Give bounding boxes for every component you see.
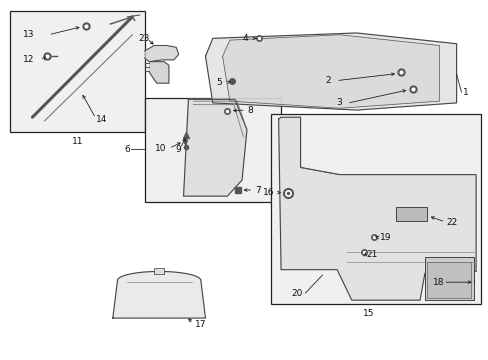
Text: 19: 19 [379, 233, 390, 242]
Bar [271, 114, 480, 304]
Text: 7: 7 [254, 185, 260, 194]
Polygon shape [222, 35, 439, 108]
Polygon shape [113, 271, 205, 318]
Text: 11: 11 [72, 137, 83, 146]
Text: 12: 12 [22, 55, 34, 64]
Text: 6: 6 [124, 145, 130, 154]
Text: 4: 4 [242, 34, 247, 43]
Text: 10: 10 [155, 144, 166, 153]
Polygon shape [183, 99, 246, 196]
Bar [427, 262, 470, 298]
Bar [395, 207, 427, 221]
Bar [144, 98, 281, 202]
Text: 1: 1 [462, 88, 468, 97]
Text: 17: 17 [194, 320, 206, 329]
Text: 9: 9 [175, 145, 181, 154]
Text: 2: 2 [325, 76, 330, 85]
Text: 8: 8 [247, 105, 253, 114]
Text: 18: 18 [432, 278, 444, 287]
Bar [154, 268, 163, 274]
Bar [424, 257, 473, 300]
Text: 21: 21 [366, 250, 377, 259]
Text: 13: 13 [22, 30, 34, 39]
Text: 3: 3 [335, 98, 341, 107]
Text: 14: 14 [96, 115, 107, 124]
Text: 5: 5 [216, 78, 222, 87]
Text: 16: 16 [263, 188, 274, 197]
Text: 22: 22 [446, 218, 457, 227]
Text: 23: 23 [138, 34, 149, 43]
Polygon shape [144, 45, 178, 62]
Polygon shape [278, 117, 475, 300]
Bar [10, 12, 144, 132]
Polygon shape [205, 33, 456, 110]
Text: 20: 20 [291, 289, 303, 298]
Text: 15: 15 [363, 309, 374, 318]
Polygon shape [149, 62, 168, 83]
